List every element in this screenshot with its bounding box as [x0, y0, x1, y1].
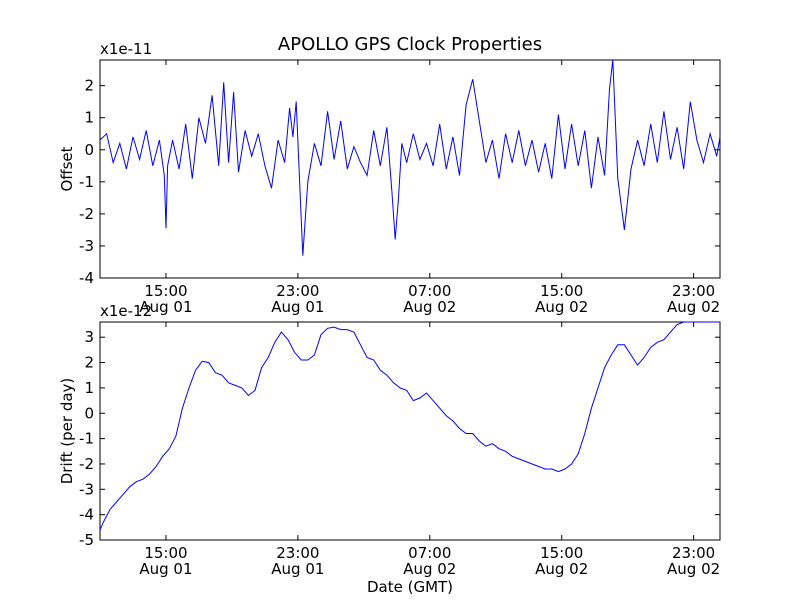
drift-x-tick-date: Aug 02 [535, 560, 588, 578]
drift-x-tick-time: 15:00 [540, 544, 583, 562]
drift-panel: x1e-12 Drift (per day) Date (GMT) -5 -4 -3… [58, 302, 721, 596]
offset-y-tick-label: -4 [79, 269, 94, 287]
offset-y-tick-label: -1 [79, 173, 94, 191]
drift-y-tick-label: 2 [84, 354, 94, 372]
offset-x-tick-time: 15:00 [144, 282, 187, 300]
offset-series-line [99, 59, 721, 256]
offset-x-tick-time: 23:00 [276, 282, 319, 300]
offset-x-tick-date: Aug 02 [667, 298, 720, 316]
offset-x-tick-date: Aug 02 [403, 298, 456, 316]
drift-series-line [99, 321, 720, 531]
offset-y-tick-label: 1 [84, 109, 94, 127]
offset-x-tick-date: Aug 02 [535, 298, 588, 316]
offset-exponent-label: x1e-11 [100, 40, 152, 58]
drift-y-tick-label: -1 [79, 430, 94, 448]
offset-axes-frame [99, 59, 721, 279]
drift-x-axis-title: Date (GMT) [367, 578, 453, 596]
drift-y-tick-label: -5 [79, 531, 94, 549]
drift-exponent-label: x1e-12 [100, 302, 152, 320]
offset-y-ticks: -4 -3 -2 -1 0 1 2 [79, 77, 720, 287]
offset-y-tick-label: 0 [84, 141, 94, 159]
drift-y-ticks: -5 -4 -3 -2 -1 0 1 2 3 [79, 328, 720, 549]
offset-y-tick-label: -3 [79, 237, 94, 255]
drift-y-tick-label: 1 [84, 379, 94, 397]
drift-y-tick-label: -4 [79, 506, 94, 524]
drift-axes-frame [99, 321, 721, 541]
drift-x-tick-date: Aug 02 [667, 560, 720, 578]
drift-x-tick-date: Aug 01 [271, 560, 324, 578]
offset-x-tick-date: Aug 01 [271, 298, 324, 316]
chart-title: APOLLO GPS Clock Properties [278, 34, 542, 55]
offset-y-tick-label: 2 [84, 77, 94, 95]
offset-y-axis-title: Offset [58, 146, 76, 191]
offset-x-tick-time: 07:00 [408, 282, 451, 300]
drift-y-tick-label: 0 [84, 404, 94, 422]
offset-y-tick-label: -2 [79, 205, 94, 223]
offset-x-tick-time: 15:00 [540, 282, 583, 300]
drift-y-tick-label: -2 [79, 455, 94, 473]
drift-x-tick-time: 23:00 [276, 544, 319, 562]
offset-x-tick-time: 23:00 [672, 282, 715, 300]
drift-y-tick-label: 3 [84, 328, 94, 346]
drift-x-tick-time: 15:00 [144, 544, 187, 562]
drift-y-axis-title: Drift (per day) [58, 378, 76, 485]
drift-y-tick-label: -3 [79, 480, 94, 498]
drift-x-tick-time: 07:00 [408, 544, 451, 562]
drift-x-tick-time: 23:00 [672, 544, 715, 562]
drift-x-tick-date: Aug 02 [403, 560, 456, 578]
offset-x-tick-date: Aug 01 [139, 298, 192, 316]
drift-x-tick-date: Aug 01 [139, 560, 192, 578]
